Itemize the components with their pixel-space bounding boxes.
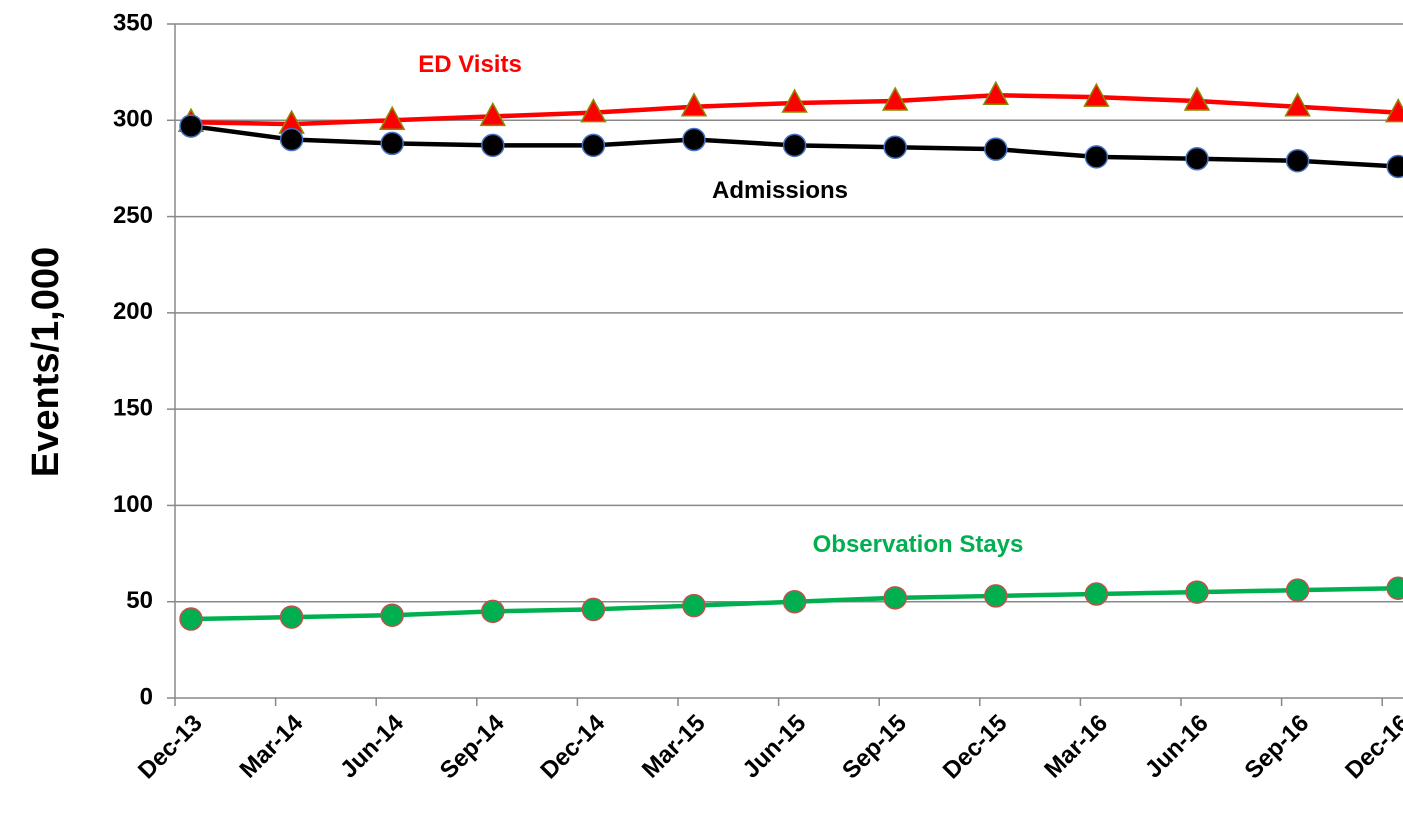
- data-point: [881, 86, 909, 111]
- data-point: [1386, 576, 1403, 600]
- data-point: [481, 133, 505, 158]
- x-tick-label: Jun-15: [738, 710, 812, 784]
- data-point: [279, 605, 304, 629]
- y-tick-label: 350: [113, 9, 153, 36]
- y-tick-label: 250: [113, 202, 153, 229]
- data-point: [782, 133, 807, 158]
- x-tick-label: Jun-16: [1140, 710, 1214, 784]
- data-point: [179, 607, 203, 631]
- y-axis-label: Events/1,000: [25, 247, 67, 477]
- data-point: [883, 135, 907, 159]
- y-tick-label: 150: [113, 394, 153, 421]
- x-tick-label: Mar-16: [1039, 710, 1113, 784]
- data-point: [1083, 82, 1110, 107]
- series-label: ED Visits: [418, 51, 522, 78]
- series-label: Observation Stays: [813, 531, 1024, 558]
- data-point: [682, 127, 706, 152]
- data-point: [1285, 148, 1310, 173]
- data-point: [883, 586, 907, 610]
- x-tick-label: Dec-13: [133, 710, 208, 785]
- data-point: [984, 137, 1008, 161]
- data-point: [782, 589, 807, 614]
- data-point: [378, 105, 406, 131]
- data-point: [1284, 92, 1311, 117]
- x-tick-label: Jun-14: [335, 709, 409, 783]
- y-tick-label: 0: [140, 683, 153, 710]
- data-point: [680, 92, 708, 117]
- data-point: [479, 101, 507, 127]
- data-point: [580, 98, 607, 123]
- x-tick-label: Mar-14: [235, 709, 309, 783]
- series-label: Admissions: [712, 177, 848, 204]
- data-point: [1084, 582, 1109, 606]
- y-tick-label: 300: [113, 106, 153, 133]
- x-tick-label: Sep-16: [1240, 710, 1315, 785]
- data-point: [781, 88, 808, 113]
- data-point: [682, 593, 706, 618]
- data-point: [179, 114, 203, 138]
- data-point: [581, 133, 606, 158]
- x-tick-label: Sep-15: [837, 710, 912, 785]
- data-point: [1285, 578, 1310, 602]
- data-point: [1384, 98, 1403, 123]
- x-tick-label: Dec-15: [938, 710, 1013, 785]
- data-point: [1185, 580, 1209, 604]
- y-tick-label: 50: [126, 587, 153, 614]
- data-point: [380, 131, 404, 156]
- y-tick-label: 200: [113, 298, 153, 325]
- data-point: [1183, 86, 1211, 111]
- data-point: [1084, 145, 1109, 169]
- x-tick-label: Dec-14: [535, 709, 610, 784]
- x-tick-label: Mar-15: [637, 710, 711, 784]
- y-tick-label: 100: [113, 491, 153, 518]
- data-point: [380, 603, 404, 627]
- data-point: [279, 127, 304, 152]
- data-point: [1386, 154, 1403, 179]
- data-point: [1185, 147, 1209, 171]
- data-point: [581, 597, 606, 622]
- data-point: [984, 584, 1008, 608]
- x-tick-label: Sep-14: [435, 709, 510, 784]
- data-point: [982, 80, 1010, 106]
- x-tick-label: Dec-16: [1340, 710, 1403, 785]
- data-point: [481, 599, 505, 624]
